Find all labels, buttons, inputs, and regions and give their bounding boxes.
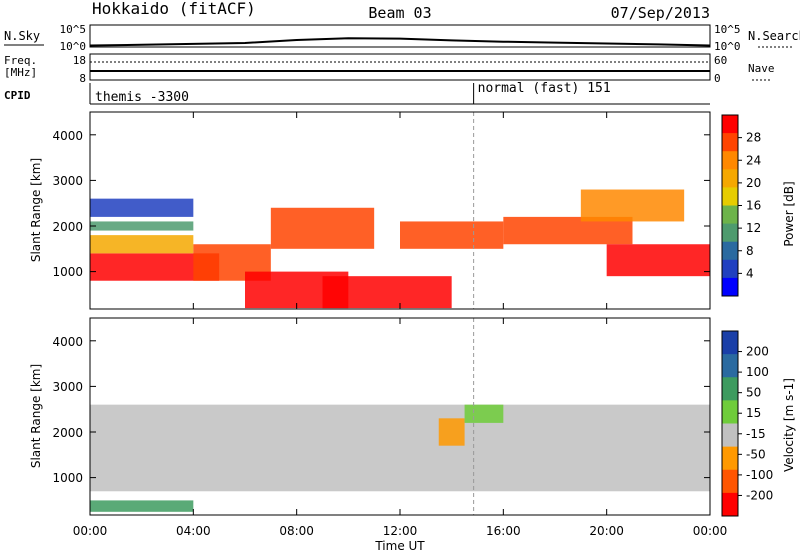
velocity-colorbar-label: Velocity [m s-1] bbox=[782, 378, 796, 472]
velocity-colorbar-frame bbox=[721, 330, 739, 517]
power-colorbar-swatch-8 bbox=[722, 259, 738, 279]
power-colorbar-swatch-1 bbox=[722, 133, 738, 152]
velocity-region-3 bbox=[464, 404, 504, 423]
nsearch-tick-bottom: 10^0 bbox=[714, 40, 741, 53]
power-colorbar-tick-label: 12 bbox=[746, 221, 761, 235]
date-label: 07/Sep/2013 bbox=[611, 4, 710, 22]
velocity-ytick-4000: 4000 bbox=[52, 335, 83, 349]
nave-tick-bottom: 0 bbox=[714, 72, 721, 85]
power-colorbar-swatch-0 bbox=[722, 115, 738, 134]
velocity-colorbar-tick-label: 100 bbox=[746, 365, 769, 379]
xtick-label: 00:00 bbox=[73, 524, 108, 538]
x-axis-label: Time UT bbox=[374, 539, 425, 553]
velocity-colorbar-tick-label: -200 bbox=[746, 488, 773, 502]
power-region-2 bbox=[90, 221, 194, 231]
power-colorbar-tick-label: 28 bbox=[746, 131, 761, 145]
nsky-panel bbox=[89, 24, 711, 48]
power-region-3 bbox=[90, 198, 194, 217]
freq-tick-bottom: 8 bbox=[79, 72, 86, 85]
power-heatmap bbox=[90, 112, 710, 309]
velocity-colorbar-swatch-0 bbox=[722, 331, 738, 355]
power-colorbar-tick-label: 4 bbox=[746, 266, 754, 280]
power-region-11 bbox=[580, 189, 685, 222]
power-ylabel: Slant Range [km] bbox=[29, 158, 43, 262]
power-colorbar-label: Power [dB] bbox=[782, 181, 796, 246]
power-colorbar-tick-label: 8 bbox=[746, 244, 754, 258]
power-ytick-2000: 2000 bbox=[52, 220, 83, 234]
power-colorbar-tick-label: 16 bbox=[746, 199, 761, 213]
power-colorbar-swatch-3 bbox=[722, 169, 738, 188]
velocity-colorbar-swatch-7 bbox=[722, 492, 738, 517]
velocity-colorbar-tick-label: -50 bbox=[746, 447, 766, 461]
velocity-colorbar bbox=[721, 330, 739, 517]
velocity-colorbar-swatch-2 bbox=[722, 377, 738, 401]
cpid-entry-1: themis -3300 bbox=[95, 90, 189, 105]
velocity-heatmap bbox=[90, 318, 710, 515]
power-colorbar-swatch-5 bbox=[722, 205, 738, 225]
power-ytick-1000: 1000 bbox=[52, 265, 83, 279]
freq-unit-label: [MHz] bbox=[4, 66, 37, 79]
velocity-region-2 bbox=[438, 418, 465, 446]
xtick-label: 08:00 bbox=[279, 524, 314, 538]
xtick-label: 04:00 bbox=[176, 524, 211, 538]
power-region-7 bbox=[322, 276, 452, 309]
power-colorbar-tick-label: 20 bbox=[746, 176, 761, 190]
cpid-label: CPID bbox=[4, 89, 31, 102]
velocity-ytick-2000: 2000 bbox=[52, 426, 83, 440]
velocity-colorbar-swatch-4 bbox=[722, 423, 738, 448]
cpid-entry-2: normal (fast) 151 bbox=[478, 81, 611, 96]
velocity-colorbar-swatch-5 bbox=[722, 446, 738, 471]
nsky-trace bbox=[89, 37, 711, 47]
nsky-label: N.Sky bbox=[4, 29, 40, 43]
power-colorbar-ticks: 28 24 20 16 12 8 4 bbox=[738, 131, 761, 280]
nave-label: Nave bbox=[748, 62, 775, 75]
power-ytick-3000: 3000 bbox=[52, 174, 83, 188]
power-colorbar-swatch-6 bbox=[722, 223, 738, 243]
velocity-colorbar-tick-label: 50 bbox=[746, 386, 761, 400]
radar-title: Hokkaido (fitACF) bbox=[92, 0, 256, 18]
power-region-6 bbox=[270, 207, 375, 249]
xtick-label: 16:00 bbox=[486, 524, 521, 538]
power-colorbar-tick-label: 24 bbox=[746, 153, 761, 167]
xtick-label: 00:00 bbox=[693, 524, 728, 538]
velocity-ylabel: Slant Range [km] bbox=[29, 364, 43, 468]
power-colorbar bbox=[721, 114, 739, 297]
xtick-label: 20:00 bbox=[589, 524, 624, 538]
nsky-tick-bottom: 10^0 bbox=[60, 40, 87, 53]
freq-tick-top: 18 bbox=[73, 54, 86, 67]
velocity-region-1 bbox=[90, 500, 194, 512]
power-ytick-4000: 4000 bbox=[52, 129, 83, 143]
nave-tick-top: 60 bbox=[714, 54, 727, 67]
xtick-label: 12:00 bbox=[383, 524, 418, 538]
velocity-ytick-3000: 3000 bbox=[52, 380, 83, 394]
velocity-colorbar-swatch-6 bbox=[722, 469, 738, 494]
freq-label: Freq. bbox=[4, 54, 37, 67]
velocity-colorbar-tick-label: 15 bbox=[746, 406, 761, 420]
freq-panel bbox=[89, 53, 711, 81]
power-region-1 bbox=[90, 235, 194, 254]
beam-label: Beam 03 bbox=[368, 4, 431, 22]
velocity-colorbar-swatch-1 bbox=[722, 354, 738, 378]
power-region-10 bbox=[606, 244, 710, 277]
power-colorbar-swatch-7 bbox=[722, 241, 738, 261]
nsearch-tick-top: 10^5 bbox=[714, 23, 741, 36]
power-colorbar-swatch-4 bbox=[722, 187, 738, 206]
x-axis-ticks: 00:00 04:00 08:00 12:00 16:00 20:00 00:00 bbox=[73, 112, 728, 538]
velocity-colorbar-tick-label: -100 bbox=[746, 468, 773, 482]
velocity-colorbar-ticks: 200 100 50 15 -15 -50 -100 -200 bbox=[738, 345, 773, 502]
nsearch-label: N.Search bbox=[748, 29, 800, 43]
power-region-8 bbox=[400, 221, 504, 249]
nsky-tick-top: 10^5 bbox=[60, 23, 87, 36]
velocity-colorbar-swatch-3 bbox=[722, 400, 738, 424]
velocity-colorbar-tick-label: -15 bbox=[746, 427, 766, 441]
velocity-region-0 bbox=[90, 404, 710, 492]
power-colorbar-swatch-2 bbox=[722, 151, 738, 170]
power-colorbar-swatch-9 bbox=[722, 277, 738, 297]
velocity-ytick-1000: 1000 bbox=[52, 471, 83, 485]
velocity-colorbar-tick-label: 200 bbox=[746, 345, 769, 359]
